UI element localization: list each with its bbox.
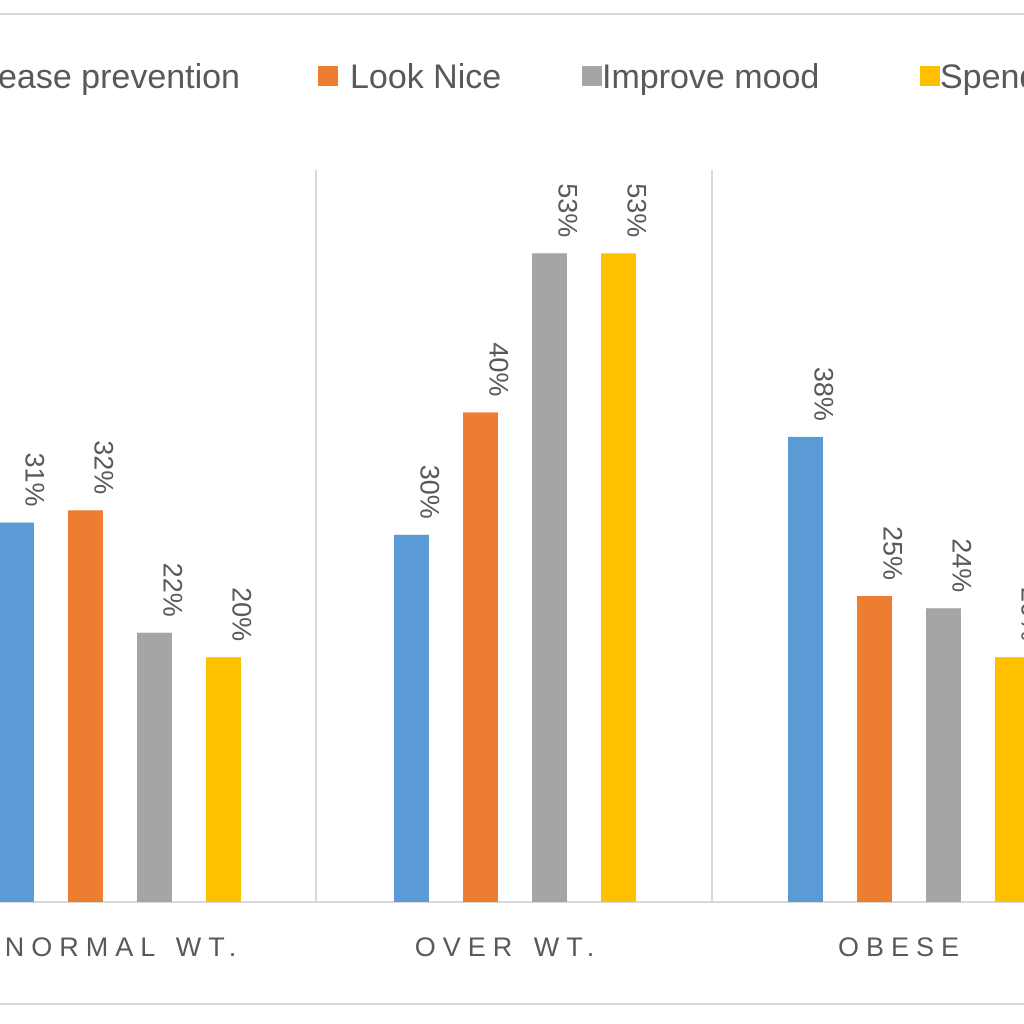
bar bbox=[532, 253, 567, 902]
legend-swatch bbox=[582, 66, 602, 86]
bar bbox=[857, 596, 892, 902]
bar-series bbox=[0, 253, 1024, 902]
data-label: 25% bbox=[878, 526, 908, 580]
bar bbox=[68, 510, 103, 902]
bar bbox=[788, 436, 823, 902]
legend-label: ease prevention bbox=[0, 58, 240, 96]
data-label: 40% bbox=[484, 342, 514, 396]
data-label: 20% bbox=[1016, 587, 1024, 641]
data-label: 20% bbox=[227, 587, 257, 641]
bar bbox=[601, 253, 636, 902]
data-label: 30% bbox=[415, 465, 445, 519]
category-labels: NORMAL WT. OVER WT. OBESE bbox=[5, 932, 966, 962]
bar bbox=[995, 657, 1024, 902]
legend-swatch bbox=[318, 66, 338, 86]
data-label: 24% bbox=[947, 538, 977, 592]
category-label: NORMAL WT. bbox=[5, 932, 244, 962]
bar bbox=[463, 412, 498, 902]
data-label: 32% bbox=[89, 440, 119, 494]
bar bbox=[0, 522, 34, 902]
bar bbox=[394, 534, 429, 902]
data-label: 38% bbox=[809, 367, 839, 421]
legend-swatch bbox=[920, 66, 940, 86]
legend-label: Spend bbox=[940, 58, 1024, 96]
data-label: 53% bbox=[553, 183, 583, 237]
data-label: 22% bbox=[158, 563, 188, 617]
data-label: 31% bbox=[20, 453, 50, 507]
legend-label: Look Nice bbox=[350, 58, 501, 96]
bar bbox=[926, 608, 961, 902]
data-labels: 31% 30% 38% 32% 40% 25% 22% 53% 24% 20% 53% 20% bbox=[20, 183, 1024, 641]
bar bbox=[206, 657, 241, 902]
bar bbox=[137, 632, 172, 902]
category-label: OBESE bbox=[838, 932, 966, 962]
category-label: OVER WT. bbox=[415, 932, 602, 962]
data-label: 53% bbox=[622, 183, 652, 237]
legend: ease prevention Look Nice Improve mood Spen… bbox=[0, 58, 1024, 96]
legend-label: Improve mood bbox=[602, 58, 819, 96]
